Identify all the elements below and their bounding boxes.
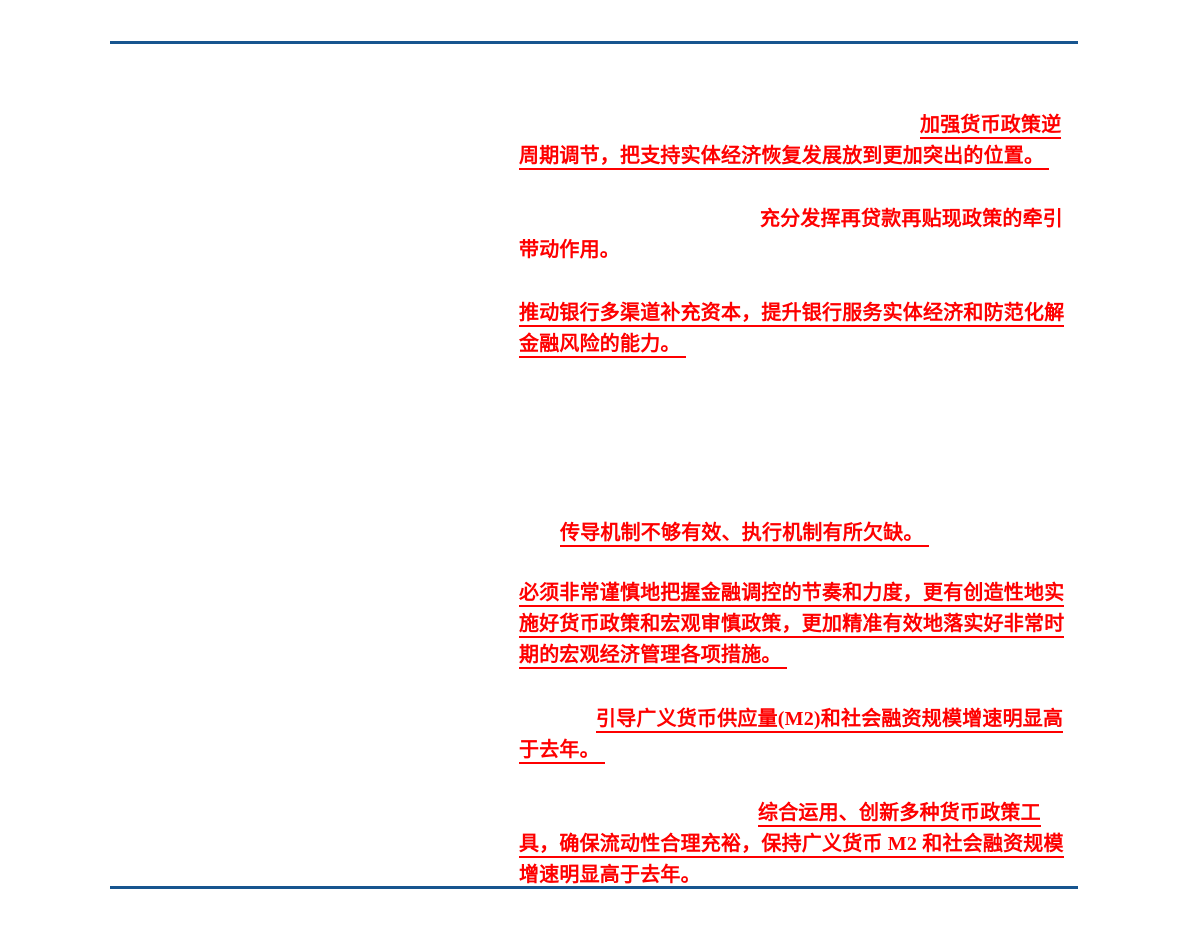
excerpt-line: 综合运用、创新多种货币政策工 xyxy=(758,802,1041,827)
excerpt-line: 推动银行多渠道补充资本，提升银行服务实体经济和防范化解 xyxy=(519,302,1065,327)
excerpt-line: 传导机制不够有效、执行机制有所欠缺。 xyxy=(560,522,929,547)
excerpt-line: 必须非常谨慎地把握金融调控的节奏和力度，更有创造性地实 xyxy=(519,582,1065,607)
excerpt-line: 引导广义货币供应量(M2)和社会融资规模增速明显高 xyxy=(596,708,1064,733)
excerpt-line: 施好货币政策和宏观审慎政策，更加精准有效地落实好非常时 xyxy=(519,613,1065,638)
excerpt-line: 带动作用。 xyxy=(519,239,620,261)
excerpt-line: 具，确保流动性合理充裕，保持广义货币 M2 和社会融资规模 xyxy=(519,833,1064,858)
excerpt-line: 金融风险的能力。 xyxy=(519,333,686,358)
excerpt-line: 周期调节，把支持实体经济恢复发展放到更加突出的位置。 xyxy=(519,145,1050,170)
bottom-horizontal-rule xyxy=(110,886,1078,889)
excerpt-line: 期的宏观经济管理各项措施。 xyxy=(519,644,787,669)
excerpt-line: 加强货币政策逆 xyxy=(920,114,1062,139)
top-horizontal-rule xyxy=(110,41,1078,44)
excerpt-line: 充分发挥再贷款再贴现政策的牵引 xyxy=(760,208,1063,230)
excerpt-line: 于去年。 xyxy=(519,739,605,764)
